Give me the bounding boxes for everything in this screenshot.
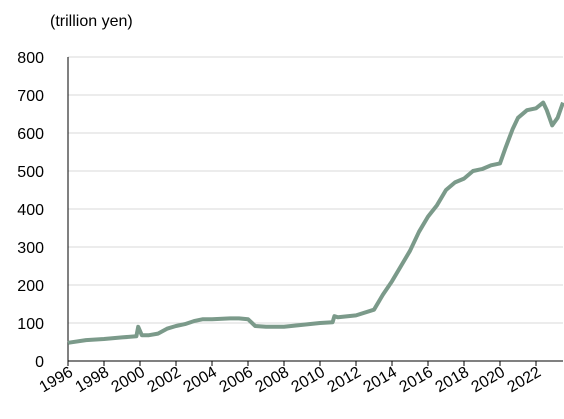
x-tick-label: 2020 [469, 364, 508, 397]
y-tick-label: 400 [17, 202, 44, 219]
y-tick-label: 100 [17, 316, 44, 333]
x-tick-label: 2002 [145, 364, 184, 397]
x-tick-label: 2014 [361, 364, 400, 397]
x-tick-label: 2006 [217, 364, 256, 397]
y-tick-label: 700 [17, 88, 44, 105]
x-tick-label: 2008 [253, 364, 292, 397]
x-tick-label: 2000 [109, 364, 148, 397]
x-tick-label: 2012 [325, 364, 364, 397]
y-tick-label: 200 [17, 278, 44, 295]
y-tick-label: 500 [17, 164, 44, 181]
x-tick-label: 2010 [289, 364, 328, 397]
x-tick-label: 2016 [397, 364, 436, 397]
y-tick-label: 600 [17, 126, 44, 143]
y-tick-label: 800 [17, 50, 44, 67]
data-line [67, 100, 564, 345]
y-axis-label: (trillion yen) [50, 13, 133, 30]
y-tick-label: 300 [17, 240, 44, 257]
x-tick-label: 2022 [505, 364, 544, 397]
x-tick-label: 2004 [181, 364, 220, 397]
x-tick-label: 1998 [73, 364, 112, 397]
y-tick-label: 0 [35, 354, 44, 371]
x-tick-label: 2018 [433, 364, 472, 397]
